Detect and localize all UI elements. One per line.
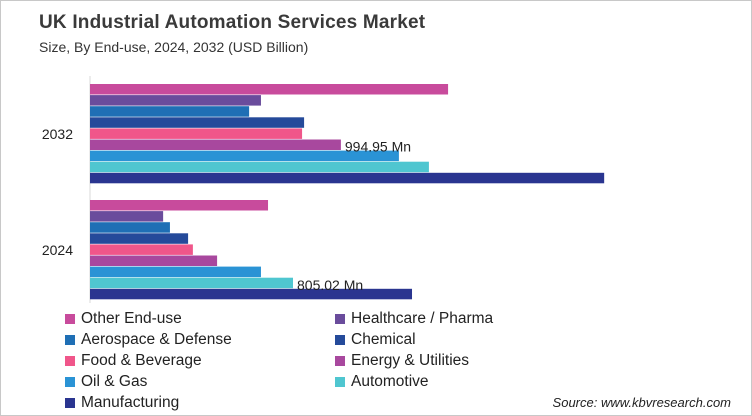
bar-2024-other-end-use [90,200,269,211]
legend-label: Other End-use [81,310,182,327]
legend-swatch [65,335,75,345]
legend-item: Chemical [335,331,416,349]
bar-2032-food-beverage [90,128,303,139]
legend-swatch [65,314,75,324]
source-note: Source: www.kbvresearch.com [552,395,731,410]
bar-chart: 2032 2024 994.95 Mn 805.02 Mn [42,76,605,303]
bar-2032-other-end-use [90,84,449,95]
legend-item: Energy & Utilities [335,352,469,370]
legend-swatch [335,377,345,387]
category-label: 2032 [42,126,73,142]
bar-2024-manufacturing [90,288,413,300]
bar-2032-aerospace-defense [90,106,250,117]
bar-2032-oil-gas [90,150,399,162]
legend-item: Food & Beverage [65,352,202,370]
legend-item: Healthcare / Pharma [335,310,493,328]
legend-item: Manufacturing [65,394,179,412]
bar-2024-aerospace-defense [90,222,170,233]
bar-2032-manufacturing [90,172,605,184]
bar-2024-oil-gas [90,266,261,278]
bar-2032-healthcare-pharma [90,95,261,106]
legend-label: Food & Beverage [81,352,202,369]
legend-label: Oil & Gas [81,373,148,390]
bar-2024-food-beverage [90,244,193,255]
chart-title: UK Industrial Automation Services Market [39,12,426,33]
legend-swatch [335,335,345,345]
legend-label: Automotive [351,373,429,390]
bar-2032-energy-utilities [90,139,341,150]
data-label: 994.95 Mn [345,139,411,155]
legend-label: Chemical [351,331,416,348]
category-label: 2024 [42,242,73,258]
legend-label: Manufacturing [81,394,180,411]
bar-2032-automotive [90,161,429,173]
legend-swatch [65,398,75,408]
legend-label: Healthcare / Pharma [351,310,494,327]
data-label: 805.02 Mn [297,277,363,293]
legend-label: Aerospace & Defense [81,331,232,348]
legend-item: Automotive [335,373,429,391]
legend-swatch [65,356,75,366]
bar-2024-healthcare-pharma [90,211,164,222]
bar-2024-energy-utilities [90,255,218,266]
legend-swatch [65,377,75,387]
bar-2024-chemical [90,233,189,244]
legend-label: Energy & Utilities [351,352,470,369]
chart-subtitle: Size, By End-use, 2024, 2032 (USD Billio… [39,39,309,55]
bar-2032-chemical [90,117,305,128]
legend-swatch [335,314,345,324]
legend-item: Other End-use [65,310,182,328]
legend-item: Oil & Gas [65,373,147,391]
legend-swatch [335,356,345,366]
legend-item: Aerospace & Defense [65,331,232,349]
bar-2024-automotive [90,277,293,289]
